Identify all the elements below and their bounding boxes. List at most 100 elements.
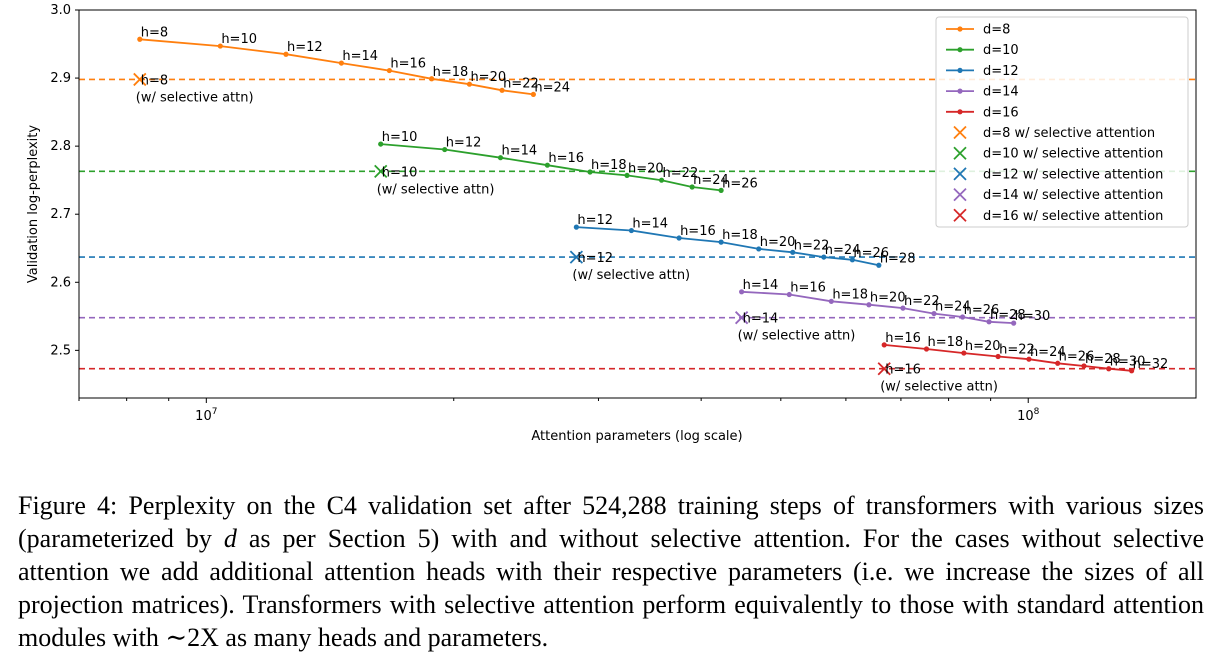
data-point (828, 298, 834, 304)
data-point (217, 43, 223, 49)
data-point (587, 169, 593, 175)
data-point (676, 235, 682, 241)
point-label: h=14 (632, 217, 668, 232)
data-point (876, 262, 882, 268)
selective-marker-stroke (734, 311, 749, 325)
data-point (544, 162, 550, 168)
data-point (628, 227, 635, 234)
point-label: h=14 (502, 144, 538, 159)
point-label: h=10 (221, 32, 257, 47)
legend-label: d=16 w/ selective attention (983, 209, 1163, 224)
y-tick-label: 2.8 (50, 139, 71, 154)
point-label: h=18 (832, 287, 868, 302)
data-point (931, 310, 937, 317)
legend: d=8 d=10 d=12 d=14 d=16 d=8 w/ selective atte… (935, 16, 1189, 228)
point-label: h=22 (999, 342, 1035, 357)
selective-note: (w/ selective attn) (738, 329, 856, 344)
y-tick-label: 3.0 (50, 3, 71, 18)
data-point (1026, 356, 1032, 362)
data-point (1081, 363, 1087, 369)
data-point (658, 177, 665, 183)
selective-point-label: h=16 (885, 363, 921, 378)
data-point (1011, 320, 1017, 326)
point-label: h=32 (1133, 357, 1169, 372)
legend-x-swatch (953, 208, 967, 222)
data-point (624, 172, 630, 179)
data-point (573, 224, 579, 230)
data-point (959, 314, 966, 320)
figure-caption: Figure 4: Perplexity on the C4 validatio… (18, 489, 1204, 654)
point-label: h=26 (1059, 349, 1095, 364)
data-point (923, 346, 930, 352)
selective-marker-stroke (569, 250, 584, 264)
point-label: h=16 (548, 151, 584, 166)
point-label: h=16 (885, 331, 921, 346)
point-label: h=30 (1015, 309, 1051, 324)
point-label: h=26 (853, 246, 889, 261)
data-point (961, 350, 967, 356)
data-point (442, 146, 448, 153)
point-label: h=24 (825, 243, 861, 258)
data-point (530, 91, 536, 98)
chart-markers (133, 36, 1135, 376)
point-labels: h=8 h=10h=12h=14 h=16h=18 h=20h=22h=24h=8(w… (136, 25, 1169, 394)
data-point (283, 51, 289, 57)
point-label: h=20 (870, 291, 906, 306)
point-label: h=10 (382, 130, 418, 145)
data-point (986, 319, 992, 325)
point-label: h=16 (390, 57, 426, 72)
legend-point-swatch (957, 26, 963, 32)
point-label: h=22 (904, 294, 940, 309)
point-label: h=20 (470, 70, 506, 85)
point-label: h=26 (722, 176, 758, 191)
point-label: h=20 (965, 339, 1001, 354)
selective-marker (877, 362, 891, 376)
y-axis-label: Validation log-perplexity (26, 125, 41, 283)
point-label: h=12 (446, 136, 482, 151)
legend-label: d=8 (983, 23, 1010, 38)
caption-text: 2X as many heads and parameters. (187, 623, 549, 652)
data-point (497, 155, 504, 161)
data-point (1055, 360, 1061, 366)
legend-point-swatch (957, 88, 963, 94)
point-label: h=24 (935, 300, 971, 315)
legend-label: d=12 (983, 64, 1019, 79)
point-label: h=18 (591, 158, 627, 173)
selective-marker (133, 72, 147, 87)
data-point (718, 187, 724, 193)
point-label: h=16 (680, 224, 716, 239)
selective-point-label: h=12 (577, 251, 613, 266)
data-point (429, 76, 435, 82)
point-label: h=18 (722, 228, 758, 243)
caption-text: as per Section 5) with and without selec… (18, 524, 1204, 652)
point-label: h=24 (1030, 345, 1066, 360)
data-point (499, 87, 505, 93)
selective-marker (734, 311, 749, 325)
selective-marker (374, 164, 388, 178)
selective-note: (w/ selective attn) (136, 90, 254, 105)
point-label: h=30 (1110, 355, 1146, 370)
y-tick-label: 2.6 (50, 275, 71, 290)
selective-note: (w/ selective attn) (572, 268, 690, 283)
perplexity-chart: h=8 h=10h=12h=14 h=16h=18 h=20h=22h=24h=8(w… (26, 3, 1197, 444)
data-point (1106, 366, 1112, 372)
selective-marker (569, 250, 584, 264)
point-label: h=24 (693, 173, 729, 188)
legend-x-swatch (953, 146, 967, 160)
point-label: h=22 (794, 238, 830, 253)
legend-label: d=10 w/ selective attention (983, 147, 1163, 162)
caption-text: Figure 4: Perplexity on the C4 validatio… (18, 491, 1204, 553)
data-point (386, 67, 392, 74)
point-label: h=16 (790, 281, 826, 296)
legend-x-swatch (953, 187, 967, 202)
point-label: h=14 (342, 49, 378, 64)
point-label: h=12 (287, 40, 323, 55)
data-point (881, 342, 887, 348)
legend-box (935, 16, 1189, 228)
point-label: h=28 (880, 251, 916, 266)
plot-frame (78, 9, 1197, 399)
selective-point-label: h=10 (382, 165, 418, 180)
data-point (1129, 368, 1135, 374)
legend-point-swatch (957, 47, 963, 53)
y-tick-label: 2.7 (50, 207, 71, 222)
